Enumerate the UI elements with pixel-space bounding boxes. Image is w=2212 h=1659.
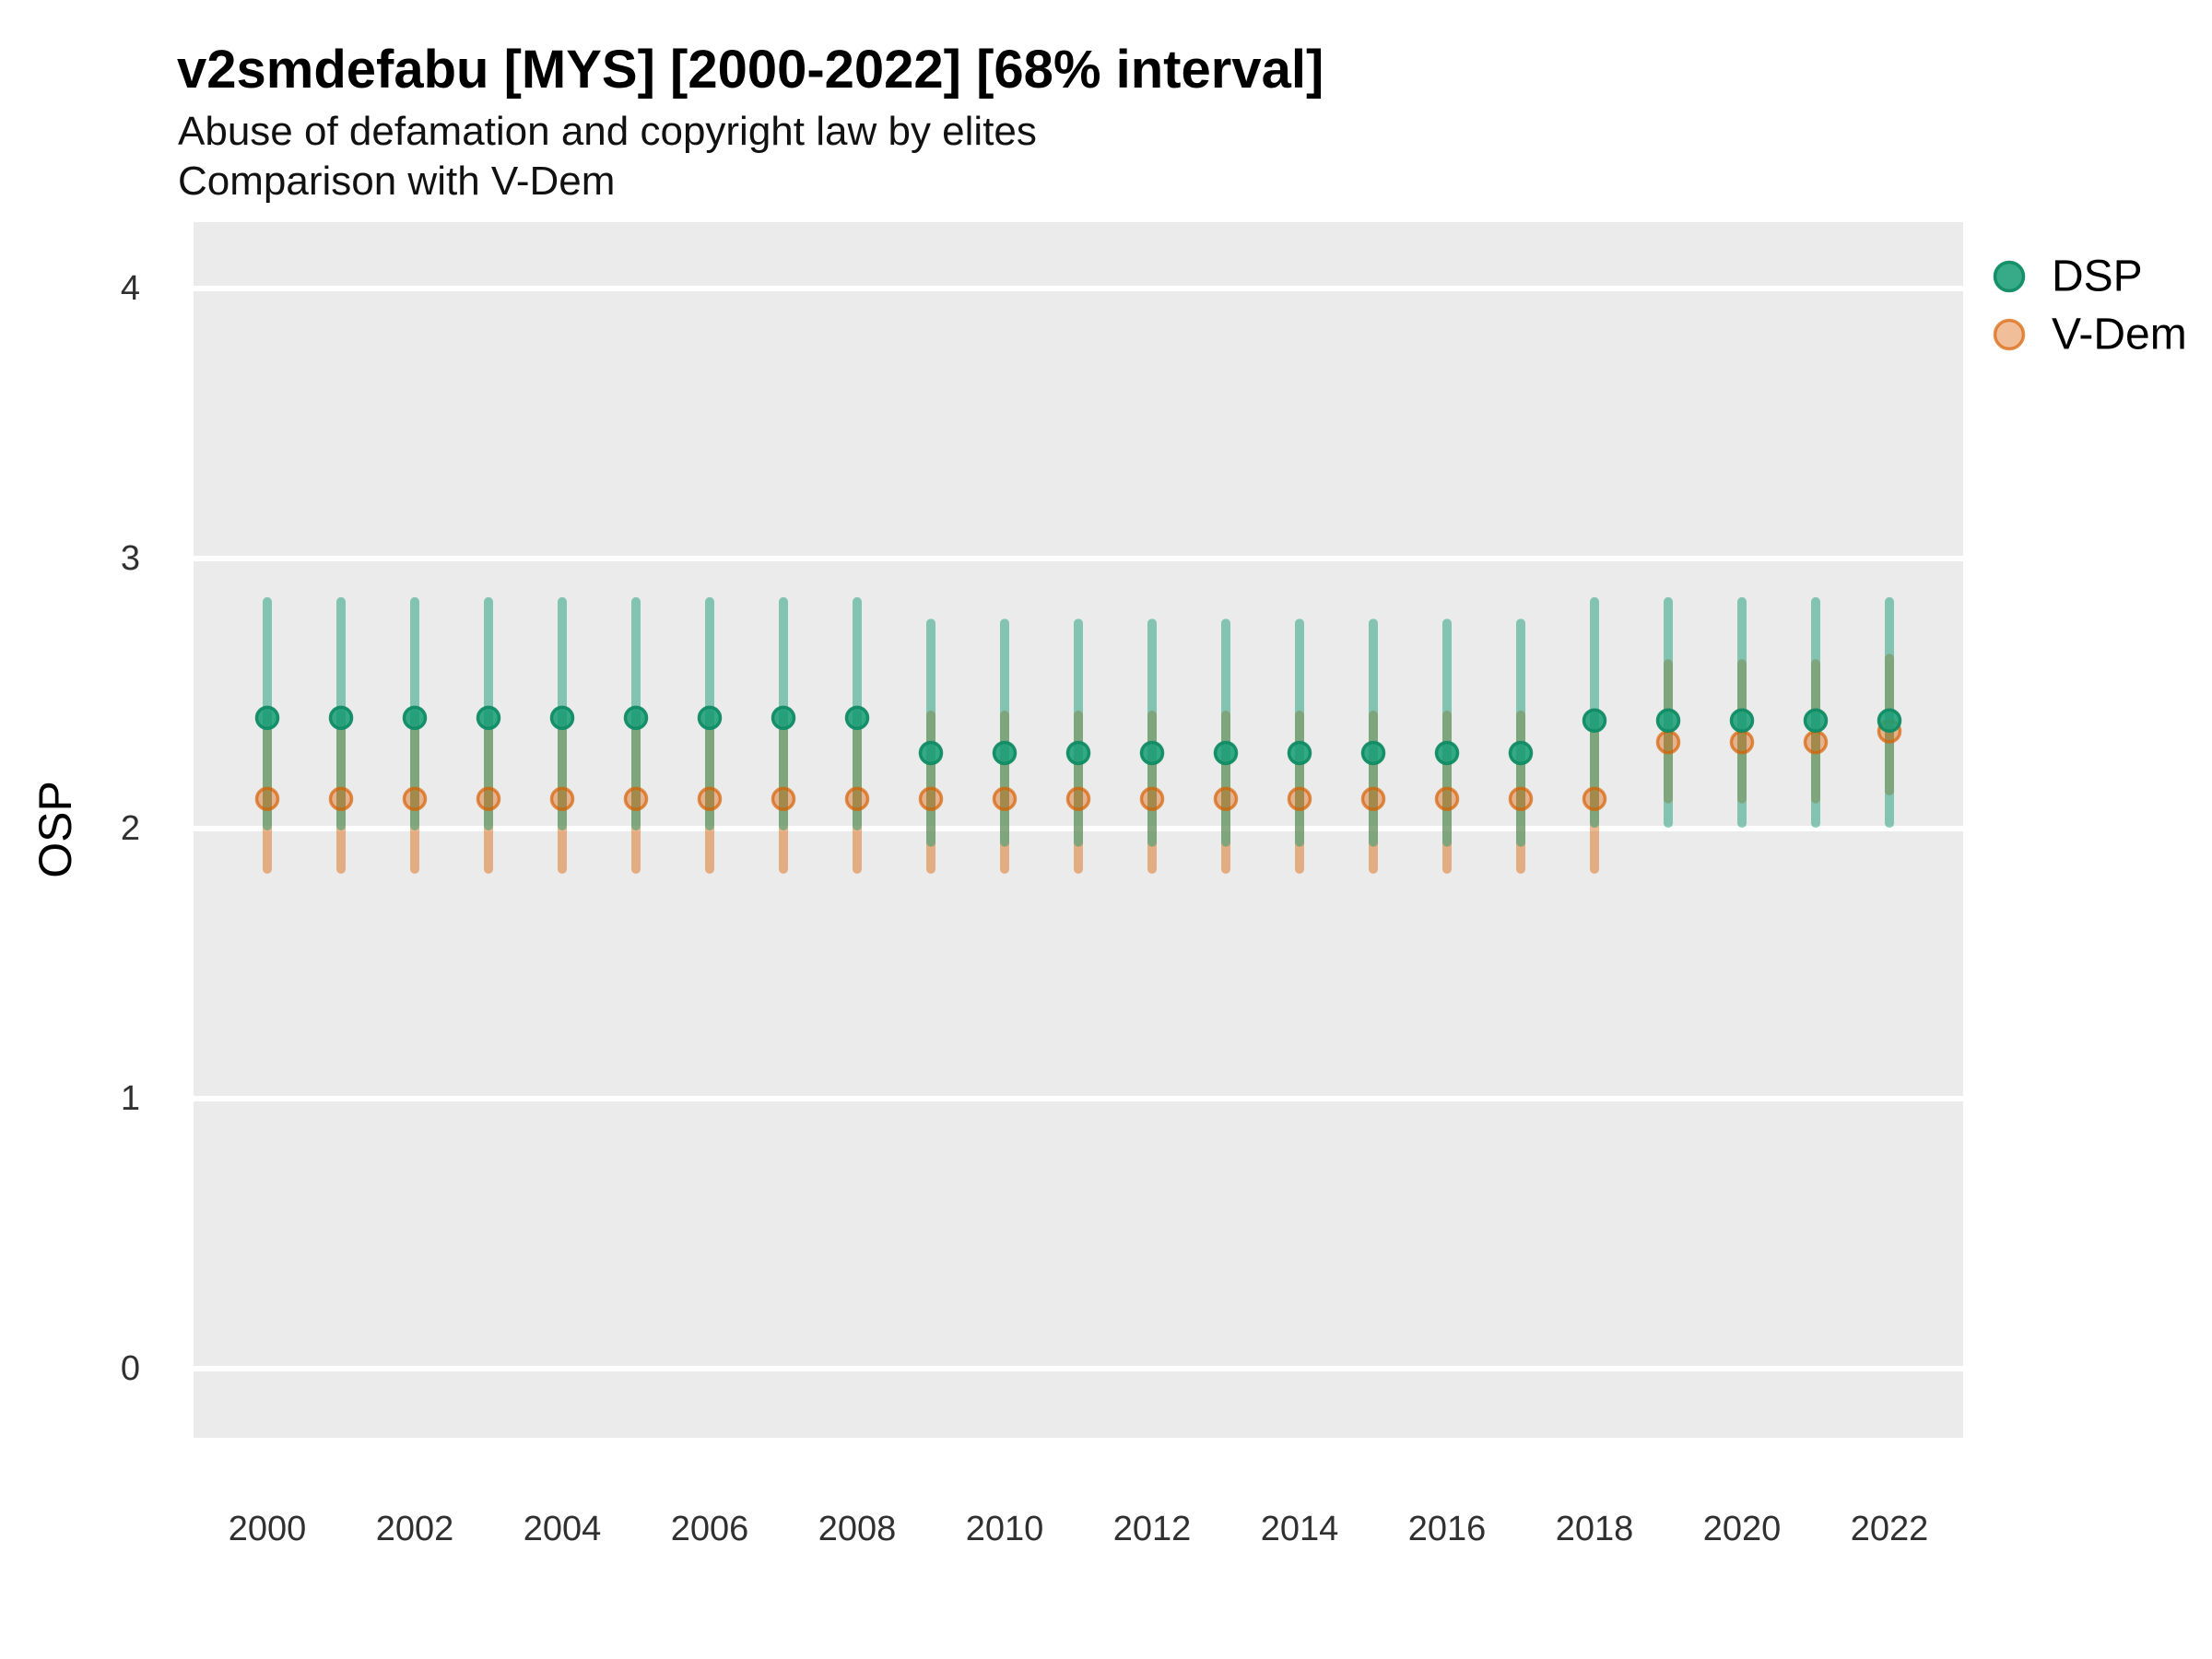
y-tick-label: 4 <box>121 269 140 308</box>
marker-group-2010 <box>992 618 1018 874</box>
marker-group-2005 <box>623 596 649 874</box>
marker-group-2017 <box>1508 618 1534 874</box>
dsp-point <box>1729 708 1755 734</box>
vdem-point <box>1287 786 1312 812</box>
dsp-point <box>1582 708 1607 734</box>
legend-dot-icon <box>1993 260 2026 293</box>
y-tick-label: 0 <box>121 1349 140 1388</box>
vdem-point <box>992 786 1018 812</box>
marker-group-2020 <box>1729 596 1755 829</box>
vdem-point <box>402 786 428 812</box>
dsp-point <box>1803 708 1829 734</box>
vdem-point <box>1803 729 1829 755</box>
dsp-point <box>254 705 280 731</box>
legend-item-vdem: V-Dem <box>1993 311 2187 359</box>
x-tick-label: 2012 <box>1113 1510 1192 1548</box>
x-tick-label: 2014 <box>1261 1510 1339 1548</box>
marker-group-2011 <box>1065 618 1091 874</box>
marker-group-2014 <box>1287 618 1312 874</box>
x-tick-label: 2008 <box>818 1510 897 1548</box>
marker-group-2000 <box>254 596 280 874</box>
y-tick-label: 3 <box>121 539 140 578</box>
dsp-point <box>844 705 870 731</box>
dsp-point <box>1287 740 1312 766</box>
vdem-point <box>623 786 649 812</box>
vdem-point <box>1139 786 1165 812</box>
chart-subtitle-line2: Comparison with V-Dem <box>178 159 616 204</box>
y-tick-label: 2 <box>121 809 140 848</box>
chart-subtitle-line1: Abuse of defamation and copyright law by… <box>178 109 1037 154</box>
dsp-point <box>1213 740 1239 766</box>
vdem-point <box>476 786 501 812</box>
legend-item-dsp: DSP <box>1993 253 2143 301</box>
dsp-point <box>476 705 501 731</box>
marker-group-2008 <box>844 596 870 874</box>
vdem-point <box>328 786 354 812</box>
vdem-point <box>549 786 575 812</box>
marker-group-2012 <box>1139 618 1165 874</box>
vdem-point <box>1360 786 1386 812</box>
x-tick-label: 2006 <box>671 1510 749 1548</box>
legend-dot-icon <box>1993 318 2026 351</box>
legend-label: DSP <box>2052 253 2143 301</box>
dsp-point <box>623 705 649 731</box>
dsp-point <box>1360 740 1386 766</box>
vdem-point <box>697 786 723 812</box>
chart-title: v2smdefabu [MYS] [2000-2022] [68% interv… <box>177 40 1324 100</box>
marker-group-2001 <box>328 596 354 874</box>
marker-group-2013 <box>1213 618 1239 874</box>
dsp-point <box>402 705 428 731</box>
x-tick-label: 2022 <box>1851 1510 1929 1548</box>
dsp-point <box>697 705 723 731</box>
marker-group-2009 <box>918 618 944 874</box>
x-tick-label: 2018 <box>1556 1510 1634 1548</box>
x-tick-label: 2004 <box>524 1510 602 1548</box>
dsp-point <box>1877 708 1902 734</box>
vdem-point <box>1655 729 1681 755</box>
legend: DSP V-Dem <box>1993 253 2187 359</box>
dsp-point <box>1434 740 1460 766</box>
vdem-point <box>1508 786 1534 812</box>
vdem-point <box>1582 786 1607 812</box>
marker-group-2015 <box>1360 618 1386 874</box>
dsp-point <box>328 705 354 731</box>
marker-group-2018 <box>1582 596 1607 874</box>
vdem-point <box>1065 786 1091 812</box>
marker-group-2019 <box>1655 596 1681 829</box>
vdem-point <box>844 786 870 812</box>
dsp-point <box>1139 740 1165 766</box>
marker-group-2022 <box>1877 596 1902 829</box>
vdem-point <box>254 786 280 812</box>
marker-group-2004 <box>549 596 575 874</box>
x-tick-label: 2020 <box>1703 1510 1782 1548</box>
marker-group-2006 <box>697 596 723 874</box>
vdem-point <box>918 786 944 812</box>
dsp-point <box>992 740 1018 766</box>
marker-group-2003 <box>476 596 501 874</box>
dsp-point <box>1065 740 1091 766</box>
marker-group-2016 <box>1434 618 1460 874</box>
dsp-point <box>771 705 796 731</box>
vdem-point <box>1729 729 1755 755</box>
vdem-point <box>1213 786 1239 812</box>
marker-group-2021 <box>1803 596 1829 829</box>
legend-label: V-Dem <box>2052 311 2187 359</box>
x-tick-label: 2010 <box>966 1510 1044 1548</box>
marker-group-2007 <box>771 596 796 874</box>
vdem-point <box>1434 786 1460 812</box>
x-tick-label: 2016 <box>1408 1510 1487 1548</box>
x-tick-label: 2000 <box>229 1510 307 1548</box>
dsp-point <box>1508 740 1534 766</box>
dsp-point <box>918 740 944 766</box>
marker-group-2002 <box>402 596 428 874</box>
y-tick-label: 1 <box>121 1079 140 1118</box>
dsp-point <box>549 705 575 731</box>
x-tick-label: 2002 <box>376 1510 454 1548</box>
vdem-point <box>771 786 796 812</box>
dsp-point <box>1655 708 1681 734</box>
